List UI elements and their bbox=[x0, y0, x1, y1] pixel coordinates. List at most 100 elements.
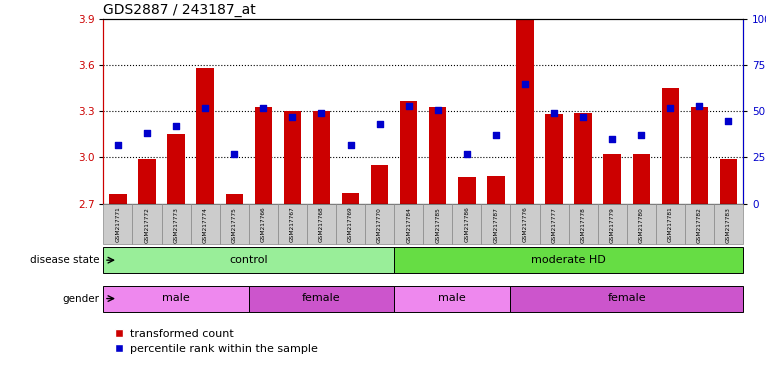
Text: GSM217771: GSM217771 bbox=[116, 207, 120, 242]
Bar bbox=[103, 247, 394, 273]
Bar bbox=[225, 194, 243, 204]
Bar bbox=[545, 114, 563, 204]
Bar bbox=[458, 177, 476, 204]
Point bbox=[548, 110, 560, 116]
Point bbox=[664, 104, 676, 111]
Bar bbox=[342, 193, 359, 204]
Point bbox=[460, 151, 473, 157]
Bar bbox=[139, 159, 155, 204]
Text: disease state: disease state bbox=[30, 255, 100, 265]
Bar bbox=[487, 176, 505, 204]
Bar bbox=[633, 154, 650, 204]
Bar bbox=[196, 68, 214, 204]
Text: gender: gender bbox=[63, 293, 100, 304]
Bar bbox=[510, 286, 743, 311]
Bar bbox=[191, 204, 220, 244]
Text: GSM217773: GSM217773 bbox=[174, 207, 178, 243]
Bar bbox=[371, 165, 388, 204]
Bar bbox=[162, 204, 191, 244]
Bar bbox=[133, 204, 162, 244]
Bar bbox=[539, 204, 568, 244]
Point bbox=[693, 103, 705, 109]
Text: GSM217783: GSM217783 bbox=[726, 207, 731, 243]
Text: GSM217774: GSM217774 bbox=[203, 207, 208, 243]
Text: GSM217784: GSM217784 bbox=[406, 207, 411, 243]
Text: GSM217781: GSM217781 bbox=[668, 207, 673, 242]
Text: GSM217769: GSM217769 bbox=[348, 207, 353, 242]
Text: GSM217775: GSM217775 bbox=[232, 207, 237, 243]
Point bbox=[112, 141, 124, 147]
Text: GSM217779: GSM217779 bbox=[610, 207, 614, 243]
Text: GSM217785: GSM217785 bbox=[435, 207, 440, 243]
Bar bbox=[423, 204, 452, 244]
Bar bbox=[452, 204, 481, 244]
Point bbox=[316, 110, 328, 116]
Point bbox=[199, 104, 211, 111]
Text: control: control bbox=[230, 255, 268, 265]
Text: GSM217787: GSM217787 bbox=[493, 207, 499, 243]
Point bbox=[431, 106, 444, 113]
Bar bbox=[714, 204, 743, 244]
Text: GSM217777: GSM217777 bbox=[552, 207, 557, 243]
Bar bbox=[516, 19, 534, 204]
Text: GSM217786: GSM217786 bbox=[464, 207, 470, 242]
Bar bbox=[249, 286, 394, 311]
Point bbox=[228, 151, 241, 157]
Text: male: male bbox=[162, 293, 190, 303]
Bar bbox=[400, 101, 417, 204]
Point bbox=[170, 123, 182, 129]
Bar bbox=[597, 204, 627, 244]
Bar bbox=[103, 286, 249, 311]
Text: moderate HD: moderate HD bbox=[531, 255, 606, 265]
Bar bbox=[365, 204, 394, 244]
Bar bbox=[574, 113, 592, 204]
Point bbox=[577, 114, 589, 120]
Bar bbox=[249, 204, 278, 244]
Bar bbox=[691, 107, 708, 204]
Point bbox=[403, 103, 415, 109]
Bar bbox=[394, 204, 423, 244]
Bar bbox=[103, 204, 133, 244]
Text: male: male bbox=[438, 293, 466, 303]
Point bbox=[606, 136, 618, 142]
Bar bbox=[510, 204, 539, 244]
Point bbox=[519, 81, 531, 87]
Point bbox=[257, 104, 270, 111]
Text: female: female bbox=[607, 293, 646, 303]
Point bbox=[374, 121, 386, 127]
Text: GSM217778: GSM217778 bbox=[581, 207, 586, 243]
Bar bbox=[394, 286, 510, 311]
Text: GSM217768: GSM217768 bbox=[319, 207, 324, 242]
Bar bbox=[656, 204, 685, 244]
Text: GSM217782: GSM217782 bbox=[697, 207, 702, 243]
Text: GSM217766: GSM217766 bbox=[260, 207, 266, 242]
Bar bbox=[336, 204, 365, 244]
Text: GSM217780: GSM217780 bbox=[639, 207, 643, 243]
Bar bbox=[568, 204, 597, 244]
Bar bbox=[278, 204, 307, 244]
Bar bbox=[429, 107, 447, 204]
Text: GSM217767: GSM217767 bbox=[290, 207, 295, 242]
Point bbox=[489, 132, 502, 138]
Text: GSM217770: GSM217770 bbox=[377, 207, 382, 243]
Text: female: female bbox=[302, 293, 341, 303]
Point bbox=[286, 114, 299, 120]
Bar bbox=[110, 194, 126, 204]
Legend: transformed count, percentile rank within the sample: transformed count, percentile rank withi… bbox=[109, 324, 322, 359]
Point bbox=[722, 118, 735, 124]
Bar bbox=[685, 204, 714, 244]
Bar bbox=[604, 154, 621, 204]
Bar bbox=[394, 247, 743, 273]
Text: GSM217776: GSM217776 bbox=[522, 207, 528, 242]
Point bbox=[141, 131, 153, 137]
Bar bbox=[720, 159, 737, 204]
Bar bbox=[254, 107, 272, 204]
Bar bbox=[662, 88, 679, 204]
Bar bbox=[481, 204, 510, 244]
Text: GSM217772: GSM217772 bbox=[145, 207, 149, 243]
Bar bbox=[220, 204, 249, 244]
Point bbox=[345, 141, 357, 147]
Point bbox=[635, 132, 647, 138]
Bar bbox=[627, 204, 656, 244]
Bar bbox=[283, 111, 301, 204]
